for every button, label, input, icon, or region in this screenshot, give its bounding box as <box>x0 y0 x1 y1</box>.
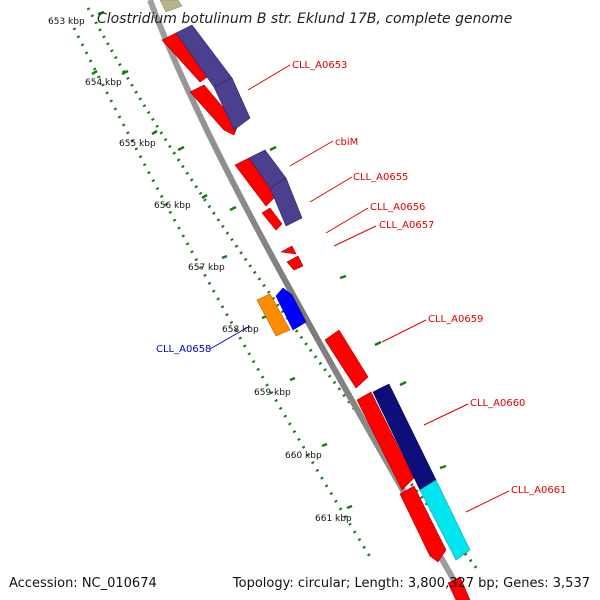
tick-label: 659 kbp <box>254 388 291 398</box>
cds-block <box>447 576 471 600</box>
feature-purple-track <box>175 24 303 227</box>
cds-block <box>399 485 447 563</box>
gene-label[interactable]: CLL_A0653 <box>292 60 347 71</box>
tick-label: 657 kbp <box>188 263 225 273</box>
map-title: Clostridium botulinum B str. Eklund 17B,… <box>97 11 512 27</box>
tick-label: 654 kbp <box>85 78 122 88</box>
tick-ring-inner <box>72 27 374 561</box>
gene-label[interactable]: CLL_A0661 <box>511 485 566 496</box>
tick-label: 658 kbp <box>222 325 259 335</box>
gene-label[interactable]: CLL_A0656 <box>370 202 425 213</box>
inner-major-ticks <box>91 69 353 510</box>
gene-labels: CLL_A0653 cbiM CLL_A0655 CLL_A0656 CLL_A… <box>156 60 566 496</box>
feature-blue-block <box>275 287 307 331</box>
outer-major-ticks <box>97 10 447 470</box>
gene-label[interactable]: CLL_A0660 <box>470 398 525 409</box>
genome-summary-text: Topology: circular; Length: 3,800,327 bp… <box>232 576 590 591</box>
cds-red-track <box>161 32 471 600</box>
gene-label[interactable]: CLL_A0659 <box>428 314 483 325</box>
feature-cyan-block <box>419 479 471 561</box>
feature-block <box>269 177 303 227</box>
cds-block <box>261 207 283 231</box>
cds-block <box>324 329 369 389</box>
feature-olive-top <box>159 0 183 13</box>
accession-text: Accession: NC_010674 <box>9 576 157 591</box>
tick-label: 653 kbp <box>48 17 85 27</box>
label-leader-line-reverse <box>209 325 251 350</box>
cds-block <box>189 84 239 136</box>
feature-block <box>213 77 251 131</box>
tick-label: 655 kbp <box>119 139 156 149</box>
tick-label: 656 kbp <box>154 201 191 211</box>
tick-label: 660 kbp <box>285 451 322 461</box>
tick-label: 661 kbp <box>315 514 352 524</box>
gene-label[interactable]: CLL_A0655 <box>353 172 408 183</box>
gene-label[interactable]: cbiM <box>335 137 358 148</box>
gene-label[interactable]: CLL_A0657 <box>379 220 434 231</box>
tick-labels: 653 kbp 654 kbp 655 kbp 656 kbp 657 kbp … <box>48 17 352 524</box>
gene-label[interactable]: CLL_A0658 <box>156 344 211 355</box>
feature-orange-block <box>256 293 291 337</box>
cds-block <box>286 255 304 271</box>
label-leader-lines <box>247 64 510 513</box>
cds-block <box>280 245 297 255</box>
